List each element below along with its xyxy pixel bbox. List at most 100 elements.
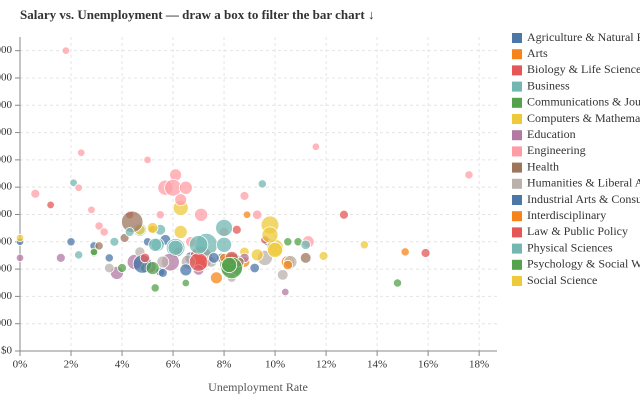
point — [104, 262, 115, 274]
point — [392, 278, 403, 288]
x-axis-title: Unemployment Rate — [208, 380, 308, 394]
legend-label: Agriculture & Natural Resources — [527, 30, 640, 44]
legend-swatch — [512, 227, 522, 238]
point — [221, 257, 238, 273]
point — [156, 255, 170, 269]
point — [74, 183, 83, 192]
point — [74, 250, 84, 260]
legend-swatch — [512, 97, 522, 108]
point — [283, 237, 293, 247]
point — [69, 178, 78, 187]
point — [276, 269, 289, 281]
point — [257, 179, 267, 189]
legend-label: Psychology & Social Work — [527, 257, 640, 271]
point — [400, 247, 410, 257]
point — [318, 251, 329, 261]
point — [89, 247, 99, 257]
point — [94, 221, 104, 231]
y-tick-label: $40,000 — [0, 235, 13, 247]
point — [124, 227, 135, 237]
point — [61, 46, 71, 55]
y-tick-label: $50,000 — [0, 208, 13, 220]
y-tick-label: $0 — [1, 345, 13, 357]
y-tick-label: $80,000 — [0, 126, 13, 138]
point — [15, 253, 25, 263]
legend-label: Business — [527, 78, 570, 92]
legend-swatch — [512, 162, 522, 173]
legend-swatch — [512, 243, 522, 254]
x-tick-label: 0% — [13, 359, 28, 371]
point — [215, 218, 233, 237]
point — [281, 287, 290, 297]
point — [94, 241, 104, 251]
x-tick-label: 16% — [418, 359, 438, 371]
point — [239, 191, 250, 201]
point — [311, 142, 321, 151]
y-tick-label: $70,000 — [0, 153, 13, 165]
legend-swatch — [512, 211, 522, 222]
point — [188, 235, 209, 255]
y-tick-label: $60,000 — [0, 181, 13, 193]
legend-label: Law & Public Policy — [527, 224, 628, 238]
legend-swatch — [512, 276, 522, 286]
legend-swatch — [512, 33, 522, 43]
point — [173, 224, 188, 239]
point — [250, 248, 264, 262]
point — [145, 261, 160, 275]
point — [30, 188, 41, 199]
point — [242, 210, 252, 219]
point — [299, 252, 312, 264]
legend-swatch — [512, 195, 522, 205]
point — [208, 252, 220, 264]
legend-swatch — [512, 146, 522, 157]
point — [146, 222, 159, 234]
point — [15, 233, 25, 243]
point — [157, 268, 168, 278]
y-tick-label: $110,000 — [0, 44, 12, 56]
legend-label: Industrial Arts & Consumer Services — [527, 192, 640, 206]
point — [104, 253, 114, 263]
point — [359, 240, 369, 250]
legend-label: Physical Sciences — [527, 240, 613, 254]
points — [15, 46, 474, 297]
point — [109, 236, 120, 247]
point — [150, 283, 160, 293]
y-tick-label: $10,000 — [0, 317, 13, 329]
point — [155, 210, 165, 220]
legend-label: Health — [527, 159, 559, 173]
x-tick-label: 6% — [166, 359, 181, 371]
point — [231, 224, 242, 235]
point — [181, 278, 190, 288]
legend-swatch — [512, 65, 522, 76]
y-tick-label: $90,000 — [0, 99, 13, 111]
point — [55, 253, 66, 263]
point — [420, 248, 431, 258]
point — [339, 209, 349, 220]
point — [46, 200, 55, 210]
y-tick-label: $20,000 — [0, 290, 13, 302]
point — [174, 193, 188, 207]
x-tick-label: 12% — [316, 359, 336, 371]
point — [194, 207, 209, 222]
x-tick-label: 10% — [265, 359, 285, 371]
legend-label: Arts — [527, 46, 548, 60]
legend-swatch — [512, 130, 522, 141]
point — [188, 252, 209, 272]
x-tick-label: 18% — [469, 359, 489, 371]
point — [143, 155, 152, 165]
point — [77, 148, 86, 157]
point — [179, 263, 193, 277]
point — [261, 226, 279, 244]
point — [300, 239, 311, 250]
point — [66, 237, 76, 247]
legend-label: Education — [527, 127, 576, 141]
y-tick-label: $30,000 — [0, 263, 13, 275]
legend-swatch — [512, 259, 522, 270]
legend-label: Interdisciplinary — [527, 208, 606, 222]
legend-label: Computers & Mathematics — [527, 111, 640, 125]
point — [252, 209, 263, 220]
point — [99, 227, 109, 237]
point — [148, 237, 163, 252]
chart-title: Salary vs. Unemployment — draw a box to … — [20, 7, 374, 22]
